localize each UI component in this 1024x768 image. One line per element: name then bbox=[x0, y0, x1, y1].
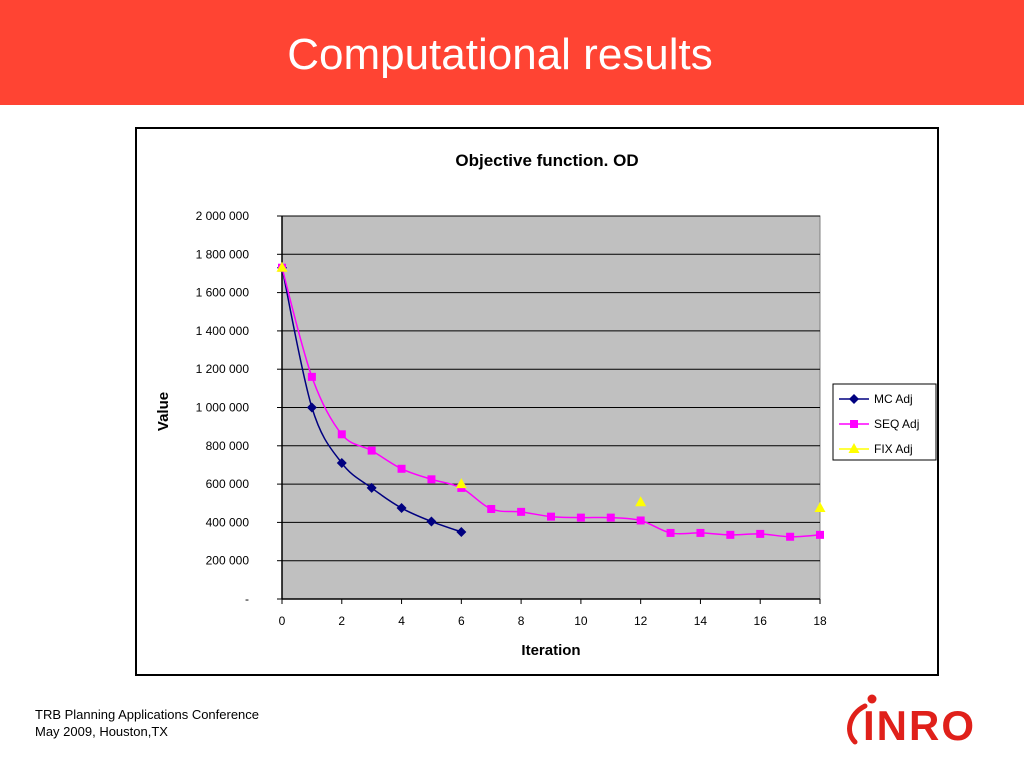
logo-swoosh-icon bbox=[847, 703, 868, 745]
data-point-seq-adj bbox=[696, 528, 705, 537]
footer: TRB Planning Applications Conference May… bbox=[35, 706, 259, 740]
data-point-seq-adj bbox=[427, 475, 436, 484]
x-axis-label: Iteration bbox=[521, 642, 580, 659]
data-point-mc-adj bbox=[336, 458, 347, 469]
data-point-seq-adj bbox=[307, 372, 316, 381]
y-tick-label: 400 000 bbox=[206, 515, 250, 529]
data-point-seq-adj bbox=[517, 507, 526, 516]
logo-dot-icon bbox=[867, 694, 877, 704]
legend-label: MC Adj bbox=[874, 392, 913, 406]
x-tick-label: 4 bbox=[398, 614, 405, 628]
data-point-mc-adj bbox=[366, 482, 377, 493]
legend-label: FIX Adj bbox=[874, 442, 913, 456]
data-point-fix-adj bbox=[455, 478, 467, 489]
data-point-seq-adj bbox=[576, 513, 585, 522]
y-tick-label: 1 600 000 bbox=[196, 286, 250, 300]
data-point-mc-adj bbox=[456, 526, 467, 537]
x-tick-label: 12 bbox=[634, 614, 648, 628]
x-tick-label: 18 bbox=[813, 614, 827, 628]
x-tick-label: 0 bbox=[279, 614, 286, 628]
y-tick-label: 800 000 bbox=[206, 439, 250, 453]
data-point-seq-adj bbox=[726, 530, 735, 539]
inro-logo: INRO bbox=[847, 694, 976, 746]
data-point-seq-adj bbox=[636, 516, 645, 525]
data-point-mc-adj bbox=[396, 503, 407, 514]
chart-frame: Objective function. OD - 200 000 400 000 600… bbox=[135, 127, 939, 676]
y-tick-label: 1 200 000 bbox=[196, 362, 250, 376]
data-point-fix-adj bbox=[635, 496, 647, 507]
data-point-mc-adj bbox=[306, 402, 317, 413]
y-tick-label: 1 800 000 bbox=[196, 247, 250, 261]
footer-conference: TRB Planning Applications Conference bbox=[35, 707, 260, 722]
y-axis-label: Value bbox=[155, 392, 172, 431]
y-tick-label: 1 000 000 bbox=[196, 401, 250, 415]
x-tick-label: 14 bbox=[694, 614, 708, 628]
y-tick-label: - bbox=[245, 592, 249, 606]
y-tick-label: 2 000 000 bbox=[196, 209, 250, 223]
title-banner: Computational results bbox=[0, 0, 1024, 105]
x-tick-label: 8 bbox=[518, 614, 525, 628]
data-point-seq-adj bbox=[606, 513, 615, 522]
data-point-seq-adj bbox=[547, 512, 555, 521]
data-point-seq-adj bbox=[367, 446, 376, 455]
x-tick-label: 6 bbox=[458, 614, 465, 628]
x-tick-label: 10 bbox=[574, 614, 588, 628]
line-chart: Objective function. OD - 200 000 400 000 600… bbox=[155, 151, 937, 659]
footer-date-location: May 2009, Houston,TX bbox=[35, 724, 168, 739]
data-point-fix-adj bbox=[814, 502, 826, 513]
legend-marker bbox=[849, 394, 859, 404]
data-point-seq-adj bbox=[786, 532, 795, 541]
legend-label: SEQ Adj bbox=[874, 417, 919, 431]
data-point-seq-adj bbox=[666, 528, 675, 537]
legend-marker bbox=[848, 443, 860, 453]
data-point-seq-adj bbox=[756, 529, 765, 538]
data-point-seq-adj bbox=[487, 504, 496, 513]
y-tick-label: 1 400 000 bbox=[196, 324, 250, 338]
legend-marker bbox=[850, 420, 858, 428]
slide-title: Computational results bbox=[287, 30, 713, 79]
y-tick-label: 600 000 bbox=[206, 477, 250, 491]
data-point-seq-adj bbox=[816, 530, 824, 539]
chart-title: Objective function. OD bbox=[455, 151, 638, 170]
logo-wordmark: INRO bbox=[863, 702, 976, 746]
data-point-fix-adj bbox=[276, 261, 288, 272]
x-tick-label: 2 bbox=[338, 614, 345, 628]
data-point-mc-adj bbox=[426, 516, 437, 527]
x-tick-label: 16 bbox=[754, 614, 768, 628]
data-point-seq-adj bbox=[337, 430, 346, 439]
data-point-seq-adj bbox=[397, 464, 406, 473]
y-tick-label: 200 000 bbox=[206, 554, 250, 568]
